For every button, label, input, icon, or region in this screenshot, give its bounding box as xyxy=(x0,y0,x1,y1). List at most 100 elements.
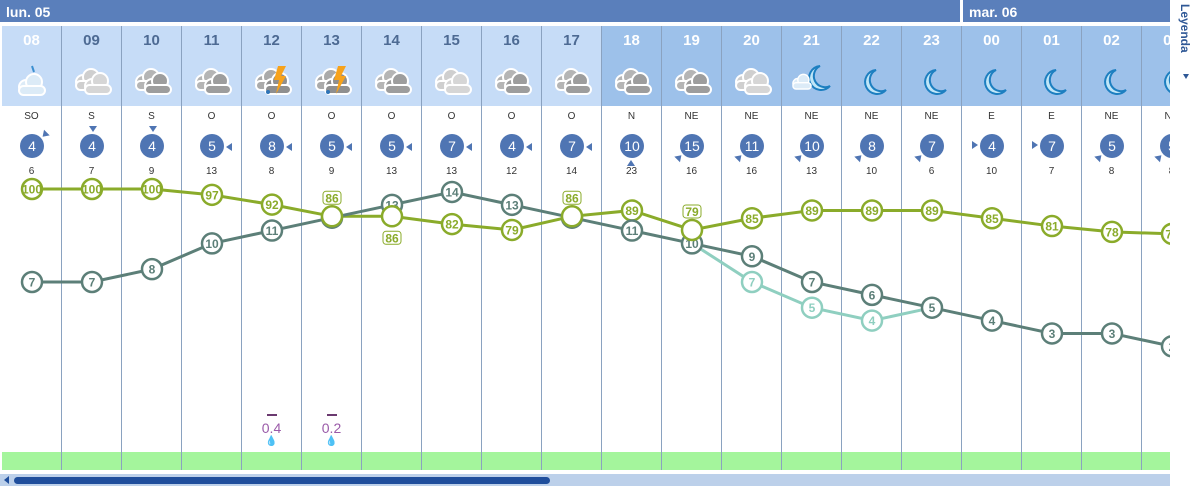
svg-text:14: 14 xyxy=(445,185,459,199)
wind-direction: O xyxy=(507,111,516,122)
hourly-forecast: 08 SO 4 6 09 S 4 7 10 S 4 9 11 O 5 13 12 O 8 8 0.4 💧 13 O 5 9 0.2 💧… xyxy=(0,0,1170,486)
hour-column: 11 O 5 13 xyxy=(182,26,242,470)
svg-text:100: 100 xyxy=(82,183,102,197)
wind-gust: 9 xyxy=(148,166,155,177)
svg-text:89: 89 xyxy=(865,204,879,218)
svg-text:86: 86 xyxy=(325,191,339,205)
wind-gust: 10 xyxy=(865,166,878,177)
status-band xyxy=(542,452,601,470)
temperature-point: 4 xyxy=(980,309,1004,332)
svg-text:4: 4 xyxy=(869,314,876,328)
wind-gust: 8 xyxy=(1108,166,1115,177)
hour-label: 12 xyxy=(263,32,280,49)
humidity-point: 85 xyxy=(740,207,764,230)
wind-gust: 7 xyxy=(1048,166,1055,177)
status-band xyxy=(1082,452,1141,470)
scrollbar-thumb[interactable] xyxy=(14,477,550,484)
hour-column: 22 NE 8 10 xyxy=(842,26,902,470)
status-band xyxy=(482,452,541,470)
wind-direction: O xyxy=(447,111,456,122)
temperature-point: 7 xyxy=(20,270,44,294)
hour-label: 13 xyxy=(323,32,340,49)
legend-tab[interactable]: Leyenda xyxy=(1172,0,1200,486)
hour-label: 21 xyxy=(803,32,820,49)
svg-text:89: 89 xyxy=(805,204,819,218)
wind-gust: 8 xyxy=(1142,166,1170,177)
wind-gust: 7 xyxy=(88,166,95,177)
temperature-point: 14 xyxy=(440,180,464,204)
moon-cloud-icon xyxy=(792,62,832,98)
hour-label: 14 xyxy=(383,32,400,49)
wind-speed: 4 xyxy=(80,134,104,158)
wind-gust: 14 xyxy=(565,166,578,177)
wind-direction: O xyxy=(267,111,276,122)
status-band xyxy=(62,452,121,470)
status-band xyxy=(902,452,961,470)
status-band xyxy=(962,452,1021,470)
wind-speed: 5 xyxy=(320,134,344,158)
svg-text:89: 89 xyxy=(925,204,939,218)
hour-label: 00 xyxy=(983,32,1000,49)
status-band xyxy=(2,452,61,470)
svg-text:85: 85 xyxy=(745,212,759,226)
hour-label: 11 xyxy=(203,32,220,49)
thunderstorm-icon xyxy=(312,62,352,98)
legend-label: Leyenda xyxy=(1178,4,1192,53)
status-band xyxy=(842,452,901,470)
temperature-point: 10 xyxy=(200,232,224,255)
hour-column: 02 NE 5 8 xyxy=(1082,26,1142,470)
moon-icon xyxy=(1032,62,1072,98)
day-header: lun. 05 xyxy=(0,0,960,22)
wind-direction: N xyxy=(627,111,636,122)
cloud-icon xyxy=(72,62,112,98)
hour-label: 08 xyxy=(23,32,40,49)
humidity-point: 89 xyxy=(620,199,644,222)
svg-text:2: 2 xyxy=(1169,340,1170,354)
svg-text:100: 100 xyxy=(22,183,42,197)
status-band xyxy=(182,452,241,470)
wind-speed: 7 xyxy=(440,134,464,158)
humidity-point: 86 xyxy=(320,190,344,228)
horizontal-scrollbar[interactable] xyxy=(0,474,1170,486)
humidity-point: 82 xyxy=(440,212,464,236)
thunderstorm-icon xyxy=(252,62,292,98)
wind-direction: E xyxy=(988,111,995,122)
svg-text:11: 11 xyxy=(626,224,639,238)
hour-header xyxy=(782,26,841,106)
svg-text:77: 77 xyxy=(1165,227,1170,241)
wind-speed: 5 xyxy=(380,134,404,158)
dark-cloud-icon xyxy=(552,62,592,98)
wind-direction: E xyxy=(1048,111,1055,122)
hour-column: 23 NE 7 6 xyxy=(902,26,962,470)
temperature-point: 11 xyxy=(620,219,644,242)
wind-gust: 6 xyxy=(928,166,935,177)
temperature-point: 5 xyxy=(920,296,944,319)
svg-text:7: 7 xyxy=(809,276,816,290)
scroll-left-icon[interactable] xyxy=(4,476,9,484)
svg-text:3: 3 xyxy=(1109,327,1116,341)
wind-speed: 8 xyxy=(260,134,284,158)
humidity-point: 79 xyxy=(500,218,524,242)
wind-gust: 23 xyxy=(625,166,638,177)
wind-gust: 12 xyxy=(505,166,518,177)
status-band xyxy=(122,452,181,470)
hour-column: 12 O 8 8 0.4 💧 xyxy=(242,26,302,470)
humidity-point: 89 xyxy=(860,199,884,222)
wind-direction: SO xyxy=(24,111,39,122)
wind-speed: 4 xyxy=(500,134,524,158)
hour-column: 08 SO 4 6 xyxy=(2,26,62,470)
status-band xyxy=(242,452,301,470)
wind-speed: 11 xyxy=(740,134,764,158)
hour-label: 19 xyxy=(683,32,700,49)
wind-speed: 15 xyxy=(680,134,704,158)
feels-like-point: 7 xyxy=(740,270,764,294)
hour-column: 00 E 4 10 xyxy=(962,26,1022,470)
moon-icon xyxy=(1092,62,1132,98)
hour-column: 10 S 4 9 xyxy=(122,26,182,470)
temperature-humidity-chart: 1001001009792827989858989898581787775477… xyxy=(20,177,1170,358)
wind-gust: 13 xyxy=(445,166,458,177)
hour-column: 14 O 5 13 xyxy=(362,26,422,470)
svg-text:7: 7 xyxy=(89,276,96,290)
wind-direction: NE xyxy=(684,111,699,122)
wind-direction: O xyxy=(207,111,216,122)
